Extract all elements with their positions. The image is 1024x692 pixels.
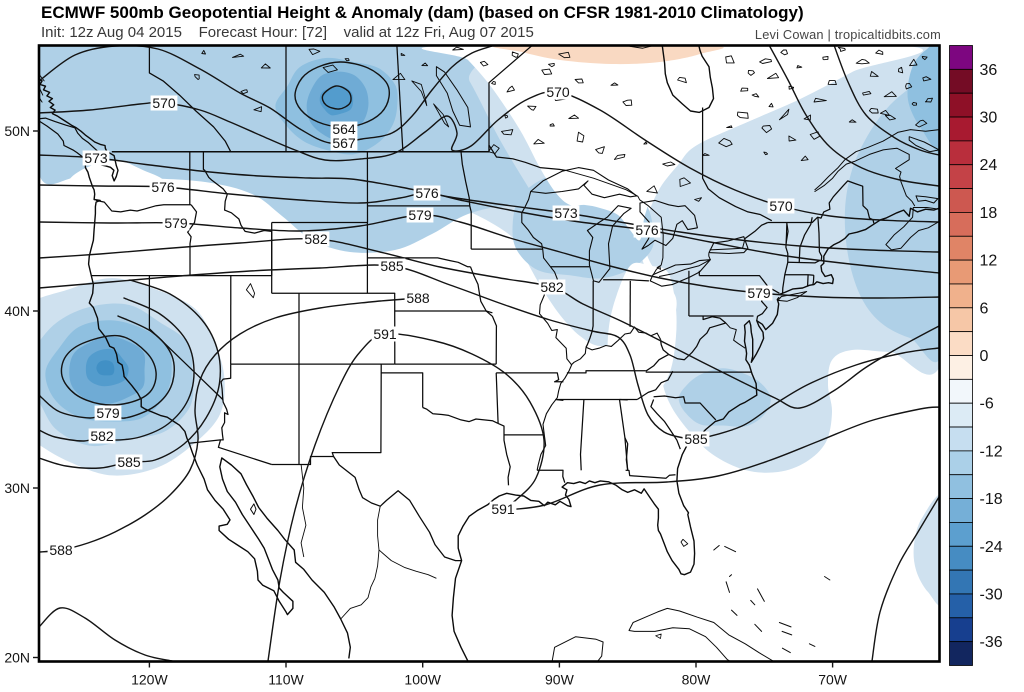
- svg-text:-24: -24: [980, 539, 1003, 556]
- svg-text:570: 570: [152, 95, 176, 111]
- svg-text:579: 579: [164, 215, 188, 231]
- svg-text:582: 582: [90, 428, 114, 444]
- svg-text:-18: -18: [980, 491, 1003, 508]
- svg-text:585: 585: [117, 454, 141, 470]
- svg-text:573: 573: [554, 205, 578, 221]
- svg-text:570: 570: [769, 198, 793, 214]
- svg-text:576: 576: [151, 179, 175, 195]
- svg-text:0: 0: [980, 348, 989, 365]
- svg-text:90W: 90W: [545, 672, 575, 688]
- svg-text:576: 576: [635, 222, 659, 238]
- svg-text:582: 582: [304, 231, 328, 247]
- svg-text:12: 12: [980, 253, 998, 270]
- svg-text:585: 585: [684, 431, 708, 447]
- svg-text:18: 18: [980, 205, 998, 222]
- svg-text:576: 576: [415, 185, 439, 201]
- svg-text:-12: -12: [980, 443, 1003, 460]
- svg-text:-36: -36: [980, 634, 1003, 651]
- svg-text:70W: 70W: [818, 672, 848, 688]
- svg-text:567: 567: [332, 135, 356, 151]
- svg-text:30: 30: [980, 110, 998, 127]
- svg-text:570: 570: [546, 84, 570, 100]
- svg-text:36: 36: [980, 62, 998, 79]
- svg-text:579: 579: [96, 405, 120, 421]
- svg-text:80W: 80W: [682, 672, 712, 688]
- svg-text:110W: 110W: [268, 672, 304, 688]
- svg-text:573: 573: [84, 150, 108, 166]
- svg-text:579: 579: [747, 285, 771, 301]
- svg-text:579: 579: [408, 207, 432, 223]
- svg-text:24: 24: [980, 157, 998, 174]
- svg-text:-30: -30: [980, 587, 1003, 604]
- svg-text:564: 564: [332, 121, 356, 137]
- svg-text:588: 588: [406, 290, 430, 306]
- svg-text:40N: 40N: [4, 303, 30, 319]
- svg-text:30N: 30N: [4, 480, 30, 496]
- svg-text:-6: -6: [980, 396, 994, 413]
- svg-text:588: 588: [49, 542, 73, 558]
- svg-text:591: 591: [373, 326, 397, 342]
- svg-text:591: 591: [491, 501, 515, 517]
- svg-text:585: 585: [380, 258, 404, 274]
- svg-text:100W: 100W: [404, 672, 441, 688]
- svg-text:20N: 20N: [4, 650, 30, 666]
- svg-text:582: 582: [540, 279, 564, 295]
- svg-text:120W: 120W: [131, 672, 168, 688]
- svg-text:6: 6: [980, 300, 989, 317]
- svg-text:50N: 50N: [4, 123, 30, 139]
